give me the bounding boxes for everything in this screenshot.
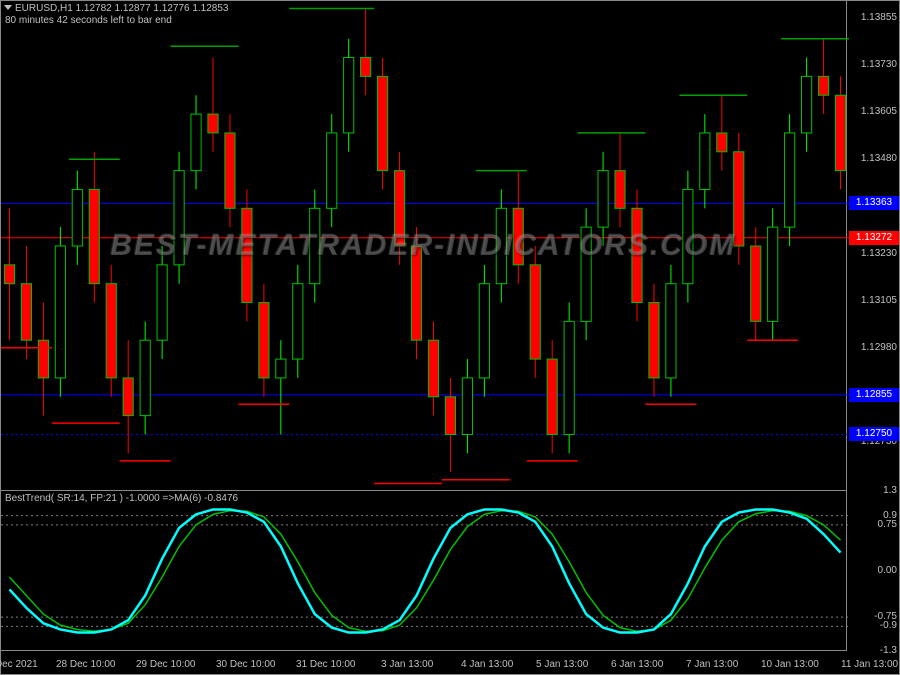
indicator-axis: 1.30.90.750.00-0.75-0.9-1.3 — [847, 491, 899, 651]
ask-price-box: 1.13272 — [849, 231, 899, 245]
price-tick: 1.13855 — [861, 12, 897, 23]
price-tick: 1.13105 — [861, 295, 897, 306]
time-tick: 3 Jan 13:00 — [381, 659, 433, 670]
main-price-panel[interactable]: EURUSD,H1 1.12782 1.12877 1.12776 1.1285… — [1, 1, 847, 491]
time-tick: 6 Jan 13:00 — [611, 659, 663, 670]
price-tick: 1.13730 — [861, 59, 897, 70]
time-tick: 28 Dec 10:00 — [56, 659, 116, 670]
time-axis: 27 Dec 2021 28 Dec 10:00 29 Dec 10:00 30 De… — [1, 651, 847, 674]
chart-container: EURUSD,H1 1.12782 1.12877 1.12776 1.1285… — [0, 0, 900, 675]
time-tick: 11 Jan 13:00 — [841, 659, 898, 670]
price-axis: 1.13855 1.13730 1.13605 1.13480 1.13230 1.131… — [847, 1, 899, 491]
price-tick: 1.13605 — [861, 106, 897, 117]
indicator-tick: 0.00 — [878, 565, 897, 576]
indicator-tick: -0.9 — [880, 620, 897, 631]
time-tick: 29 Dec 10:00 — [136, 659, 196, 670]
time-tick: 7 Jan 13:00 — [686, 659, 738, 670]
price-tick: 1.13480 — [861, 153, 897, 164]
time-tick: 10 Jan 13:00 — [761, 659, 819, 670]
indicator-tick: 0.75 — [878, 519, 897, 530]
time-tick: 30 Dec 10:00 — [216, 659, 276, 670]
time-tick: 27 Dec 2021 — [0, 659, 38, 670]
indicator-tick: 1.3 — [883, 485, 897, 496]
level-price-box: 1.12855 — [849, 388, 899, 402]
price-tick: 1.12980 — [861, 342, 897, 353]
time-tick: 4 Jan 13:00 — [461, 659, 513, 670]
indicator-tick: -1.3 — [880, 645, 897, 656]
level-price-box: 1.13363 — [849, 196, 899, 210]
indicator-panel[interactable]: BestTrend( SR:14, FP:21 ) -1.0000 =>MA(6… — [1, 491, 847, 651]
time-tick: 31 Dec 10:00 — [296, 659, 356, 670]
time-tick: 5 Jan 13:00 — [536, 659, 588, 670]
level-price-box: 1.12750 — [849, 427, 899, 441]
indicator-svg — [1, 491, 849, 651]
price-chart-svg — [1, 1, 849, 491]
price-tick: 1.13230 — [861, 248, 897, 259]
